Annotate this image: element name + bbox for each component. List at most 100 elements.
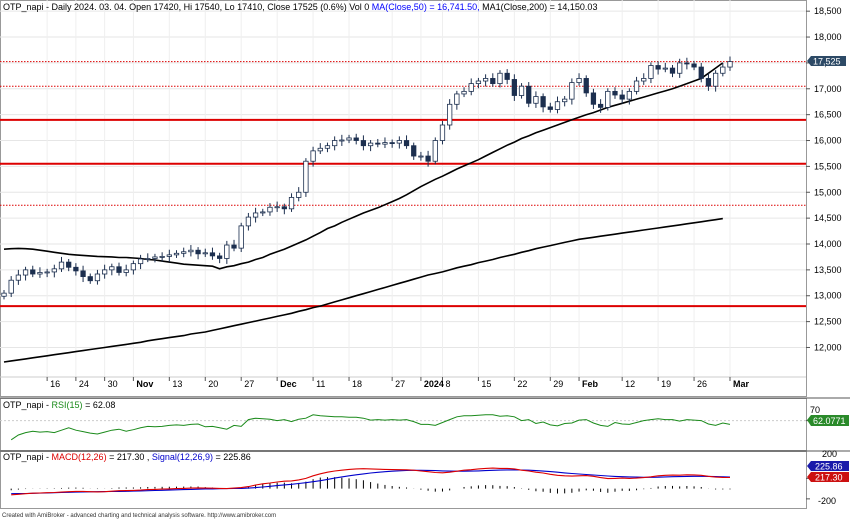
candle-body [332,140,338,147]
candle-body [504,72,510,80]
candle-body [461,90,467,95]
candle [145,253,151,263]
candle-body [195,249,201,255]
candle [533,91,539,108]
price-tick-label: 13,500 [814,265,842,275]
price-panel [0,0,807,397]
candle-body [497,72,503,85]
candle [641,73,647,85]
price-tick-label: 18,000 [814,32,842,42]
candle [576,73,582,86]
candle-body [526,85,532,104]
candle-body [116,266,122,273]
x-tick-label: 15 [481,379,491,389]
candle-body [518,85,525,96]
candle-body [224,244,230,259]
candle-body [159,256,165,258]
x-tick-label: 30 [108,379,118,389]
candle-body [166,254,172,257]
candle [597,99,604,113]
macd-line [11,467,731,496]
rsi-symbol: OTP_napi [3,400,44,410]
candle [152,253,158,263]
candle [382,137,388,149]
x-tick-label: Nov [136,379,153,389]
candle [569,78,575,105]
candle [425,150,431,167]
candle-body [94,273,101,282]
x-tick-label: 29 [553,379,563,389]
price-tick-label: 16,500 [814,110,842,120]
candle-body [677,62,683,74]
candle-body [367,142,374,147]
candle-body [597,103,604,108]
candle [310,146,316,167]
ma50-label: MA(Close,50) = 16,741.50, [372,2,480,12]
candle [526,82,532,108]
candle [245,212,252,231]
candle-body [37,272,43,275]
candle-body [468,83,474,92]
candle-body [30,269,36,275]
candle [130,260,137,275]
candle [669,64,676,78]
candle-body [482,78,489,82]
candle [554,96,561,114]
x-tick-label: 12 [625,379,635,389]
candle [202,248,208,257]
candle [648,62,654,84]
candle [389,139,395,148]
candle [8,276,14,298]
candle-body [698,66,704,79]
x-tick-label: 27 [395,379,405,389]
candle-body [22,269,29,276]
candle-body [612,90,618,96]
candle-body [569,82,575,100]
x-tick-label: 2024 [424,379,444,389]
candle [58,256,65,272]
candle [461,87,467,98]
candle [66,259,72,272]
candle [80,265,86,283]
candle-body [554,101,561,110]
chart-header: OTP_napi - Daily 2024. 03. 04. Open 1742… [3,2,597,12]
x-tick-label: 20 [208,379,218,389]
candle-body [648,65,654,79]
signal-line [11,469,731,495]
candle [353,133,359,145]
candle-body [432,140,438,162]
candle-body [641,78,647,82]
candle-body [51,268,57,273]
macd-header: OTP_napi - MACD(12,26) = 217.30 , Signal… [3,452,251,462]
candle [612,87,618,99]
candle-body [274,206,280,209]
rsi-panel [0,398,807,451]
x-tick-label: 24 [79,379,89,389]
candle [691,60,697,71]
candle-body [720,66,726,74]
rsi-last-label: 62.0771 [813,416,846,426]
x-tick-label: 19 [661,379,671,389]
price-tick-label: 13,000 [814,291,842,301]
candle [720,62,726,77]
candle [217,252,223,264]
candle-body [231,244,237,249]
candle-body [583,78,589,94]
candle [102,264,108,279]
signal-name: Signal(12,26,9) [152,452,213,462]
candle [281,203,287,215]
candle-body [8,279,14,294]
rsi-level-70: 70 [810,405,820,415]
candle-body [281,206,287,210]
candle [274,201,280,212]
candle-body [267,206,273,213]
candle-body [152,256,158,259]
x-tick-label: Dec [280,379,297,389]
x-tick-label: Mar [733,379,750,389]
price-tick-label: 16,000 [814,136,842,146]
candle [698,62,704,83]
candle [677,58,683,78]
candle-body [619,94,625,100]
signal-last-tag: 225.86 [807,461,849,472]
candle-body [303,160,309,193]
